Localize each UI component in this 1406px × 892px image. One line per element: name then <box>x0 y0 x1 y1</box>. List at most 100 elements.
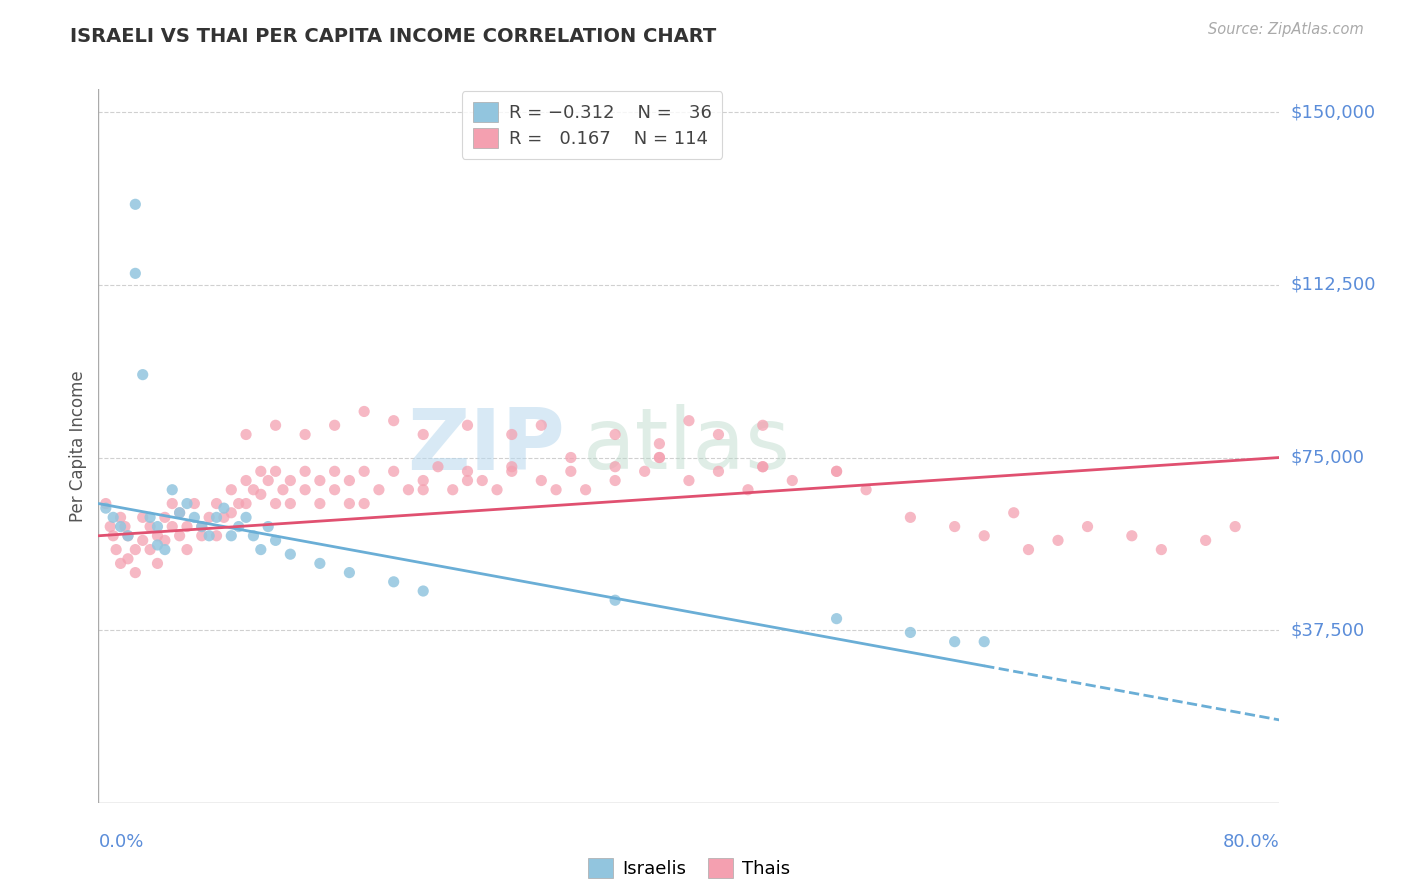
Point <box>605 459 627 474</box>
Point <box>309 497 332 511</box>
Point <box>396 483 419 497</box>
Point <box>105 542 128 557</box>
Point <box>169 506 191 520</box>
Point <box>257 474 280 488</box>
Point <box>235 474 257 488</box>
Point <box>169 529 191 543</box>
Point <box>825 464 848 478</box>
Point <box>132 510 155 524</box>
Text: 80.0%: 80.0% <box>1223 833 1279 851</box>
Text: Source: ZipAtlas.com: Source: ZipAtlas.com <box>1208 22 1364 37</box>
Point <box>235 510 257 524</box>
Point <box>1121 529 1143 543</box>
Point <box>486 483 509 497</box>
Point <box>648 450 671 465</box>
Point <box>501 464 523 478</box>
Point <box>427 459 450 474</box>
Point <box>205 510 228 524</box>
Point <box>368 483 391 497</box>
Legend: Israelis, Thais: Israelis, Thais <box>581 851 797 886</box>
Point <box>544 483 567 497</box>
Point <box>176 519 198 533</box>
Point <box>205 529 228 543</box>
Point <box>124 266 146 280</box>
Text: $37,500: $37,500 <box>1291 621 1365 640</box>
Point <box>124 542 146 557</box>
Point <box>191 519 214 533</box>
Point <box>205 497 228 511</box>
Point <box>973 634 995 648</box>
Point <box>162 497 183 511</box>
Point <box>471 474 494 488</box>
Point <box>323 483 346 497</box>
Point <box>228 519 250 533</box>
Point <box>94 497 117 511</box>
Point <box>176 497 198 511</box>
Text: atlas: atlas <box>582 404 790 488</box>
Point <box>139 519 162 533</box>
Point <box>900 510 922 524</box>
Point <box>146 529 169 543</box>
Point <box>412 474 434 488</box>
Point <box>219 529 242 543</box>
Point <box>825 464 848 478</box>
Point <box>278 474 302 488</box>
Point <box>1150 542 1173 557</box>
Text: ZIP: ZIP <box>408 404 565 488</box>
Point <box>530 474 553 488</box>
Point <box>110 519 132 533</box>
Point <box>198 510 221 524</box>
Point <box>264 464 287 478</box>
Point <box>242 483 264 497</box>
Point <box>132 368 155 382</box>
Point <box>456 464 478 478</box>
Point <box>648 450 671 465</box>
Point <box>117 551 139 566</box>
Point <box>191 519 214 533</box>
Point <box>212 510 235 524</box>
Point <box>103 510 125 524</box>
Point <box>943 634 966 648</box>
Point <box>139 510 162 524</box>
Point <box>183 510 205 524</box>
Point <box>441 483 464 497</box>
Text: $112,500: $112,500 <box>1291 276 1376 293</box>
Point <box>353 464 375 478</box>
Point <box>264 497 287 511</box>
Point <box>264 418 287 433</box>
Text: 0.0%: 0.0% <box>98 833 143 851</box>
Point <box>605 593 627 607</box>
Point <box>560 464 582 478</box>
Point <box>382 464 405 478</box>
Point <box>412 483 434 497</box>
Point <box>153 510 176 524</box>
Point <box>456 418 478 433</box>
Point <box>707 464 730 478</box>
Point <box>264 533 287 548</box>
Point <box>501 459 523 474</box>
Point <box>146 519 169 533</box>
Point <box>1195 533 1218 548</box>
Point <box>412 427 434 442</box>
Point <box>973 529 995 543</box>
Point <box>456 474 478 488</box>
Text: $75,000: $75,000 <box>1291 449 1365 467</box>
Point <box>117 529 139 543</box>
Point <box>176 542 198 557</box>
Text: $150,000: $150,000 <box>1291 103 1375 121</box>
Point <box>124 566 146 580</box>
Point <box>855 483 877 497</box>
Point <box>751 459 773 474</box>
Point <box>219 483 242 497</box>
Point <box>294 427 316 442</box>
Point <box>271 483 294 497</box>
Point <box>198 529 221 543</box>
Point <box>751 459 773 474</box>
Point <box>530 418 553 433</box>
Point <box>648 436 671 450</box>
Point <box>146 557 169 571</box>
Point <box>605 427 627 442</box>
Point <box>250 464 273 478</box>
Point <box>94 501 117 516</box>
Point <box>162 483 183 497</box>
